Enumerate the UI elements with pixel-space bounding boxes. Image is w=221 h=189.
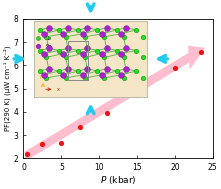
Point — [135, 94, 139, 97]
Point — [41, 143, 44, 146]
X-axis label: $P$ (kbar): $P$ (kbar) — [100, 174, 136, 186]
Point — [25, 152, 29, 155]
Point — [60, 142, 63, 145]
Point — [200, 51, 203, 54]
FancyArrow shape — [25, 46, 205, 161]
Point — [105, 112, 109, 115]
Y-axis label: PF(290 K) (μW cm⁻¹ K⁻²): PF(290 K) (μW cm⁻¹ K⁻²) — [4, 46, 11, 131]
Point — [78, 125, 82, 128]
Point — [173, 66, 177, 69]
